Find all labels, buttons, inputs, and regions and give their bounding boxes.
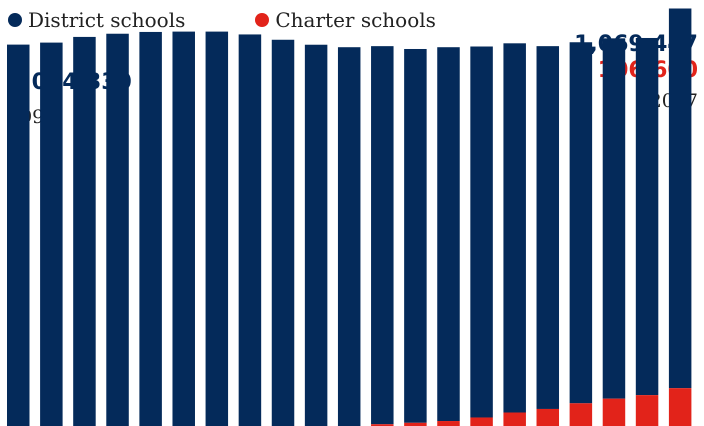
bar-district-2000	[106, 33, 129, 426]
bar-district-2017	[668, 8, 692, 389]
bar-district-2001	[139, 31, 162, 426]
bar-district-2015	[602, 38, 626, 399]
bar-charter-2012	[503, 412, 526, 426]
legend-item-district: District schools	[8, 8, 185, 32]
bar-charter-2017	[668, 388, 692, 426]
bar-district-2016	[635, 37, 659, 396]
legend-district-label: District schools	[28, 8, 186, 32]
legend-charter-dot-icon	[255, 13, 270, 27]
bar-district-2006	[304, 44, 328, 426]
bar-charter-2009	[404, 422, 427, 426]
bar-district-2013	[536, 46, 560, 409]
legend-item-charter: Charter schools	[255, 8, 436, 32]
bar-district-1997	[7, 44, 30, 426]
bar-charter-2016	[635, 395, 659, 426]
bar-district-2012	[503, 43, 526, 413]
bar-district-1999	[73, 36, 96, 426]
legend-charter-label: Charter schools	[275, 8, 436, 32]
bar-district-2002	[172, 31, 195, 426]
bar-district-1998	[40, 42, 63, 426]
bar-district-2007	[337, 47, 361, 426]
bar-charter-2011	[470, 417, 493, 426]
bar-district-2005	[271, 39, 295, 426]
bar-charter-2014	[569, 403, 593, 426]
bar-district-2011	[470, 46, 493, 418]
bar-charter-2013	[536, 408, 560, 426]
bar-district-2009	[404, 48, 427, 423]
bar-charter-2008	[371, 424, 394, 426]
bar-charter-2010	[437, 421, 460, 426]
bar-district-2010	[437, 47, 460, 422]
bar-district-2014	[569, 42, 593, 404]
bar-district-2003	[205, 31, 229, 426]
bar-charter-2015	[602, 398, 626, 426]
chart-legend: District schools Charter schools	[8, 8, 506, 32]
legend-district-dot-icon	[8, 13, 22, 27]
bar-district-2004	[238, 34, 262, 426]
bar-district-2008	[371, 46, 394, 425]
